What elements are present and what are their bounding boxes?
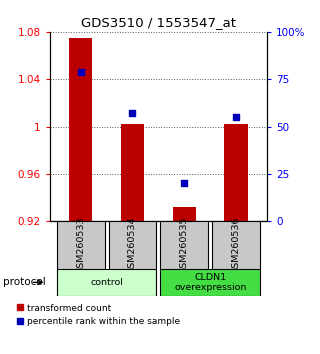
Bar xyxy=(121,124,144,221)
Point xyxy=(130,110,135,116)
Bar xyxy=(173,207,196,221)
Text: GSM260533: GSM260533 xyxy=(76,216,85,274)
Bar xyxy=(212,221,260,269)
Title: GDS3510 / 1553547_at: GDS3510 / 1553547_at xyxy=(81,16,236,29)
Bar xyxy=(69,38,92,221)
Bar xyxy=(160,269,260,296)
Bar xyxy=(224,124,248,221)
Point xyxy=(234,114,239,120)
Bar xyxy=(57,221,105,269)
Bar xyxy=(160,221,208,269)
Point xyxy=(78,69,83,74)
Text: protocol: protocol xyxy=(3,277,46,287)
Text: control: control xyxy=(90,278,123,287)
Legend: transformed count, percentile rank within the sample: transformed count, percentile rank withi… xyxy=(17,304,180,326)
Bar xyxy=(57,269,156,296)
Text: CLDN1
overexpression: CLDN1 overexpression xyxy=(174,273,246,292)
Text: GSM260534: GSM260534 xyxy=(128,216,137,274)
Text: GSM260536: GSM260536 xyxy=(232,216,241,274)
Point xyxy=(182,181,187,186)
Text: GSM260535: GSM260535 xyxy=(180,216,189,274)
Bar xyxy=(109,221,156,269)
